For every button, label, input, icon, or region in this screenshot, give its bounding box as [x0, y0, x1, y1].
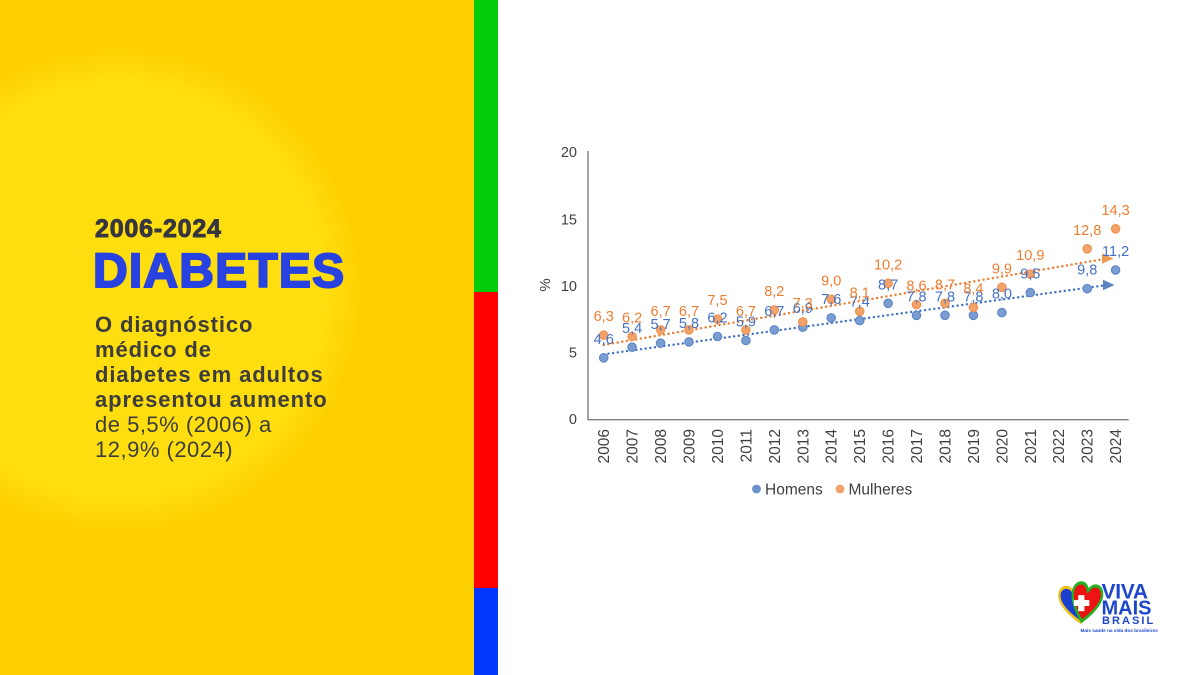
svg-text:5,8: 5,8: [679, 316, 699, 332]
svg-text:6,9: 6,9: [793, 301, 813, 317]
svg-text:2016: 2016: [881, 429, 898, 463]
svg-text:8,7: 8,7: [935, 277, 955, 293]
svg-text:8,1: 8,1: [850, 285, 870, 301]
svg-text:VIVA: VIVA: [1102, 581, 1148, 604]
svg-text:7,5: 7,5: [707, 293, 727, 309]
svg-text:5,7: 5,7: [651, 317, 671, 333]
svg-text:7,4: 7,4: [850, 295, 870, 311]
svg-text:2009: 2009: [682, 429, 699, 463]
svg-text:10,2: 10,2: [874, 257, 902, 273]
svg-text:6,7: 6,7: [651, 304, 671, 320]
svg-text:2024: 2024: [1108, 429, 1125, 464]
svg-text:2012: 2012: [767, 429, 784, 463]
svg-text:8,7: 8,7: [878, 277, 898, 293]
svg-text:8,0: 8,0: [992, 287, 1012, 303]
svg-text:Mulheres: Mulheres: [849, 482, 913, 499]
svg-text:7,8: 7,8: [963, 289, 983, 305]
svg-text:9,8: 9,8: [1077, 263, 1097, 279]
svg-text:7,6: 7,6: [821, 292, 841, 308]
svg-text:9,9: 9,9: [992, 261, 1012, 277]
svg-text:2013: 2013: [795, 429, 812, 463]
svg-text:6,2: 6,2: [622, 311, 642, 327]
svg-text:15: 15: [561, 213, 577, 229]
svg-text:BRASIL: BRASIL: [1102, 615, 1155, 627]
svg-text:20: 20: [561, 145, 577, 161]
svg-text:2015: 2015: [852, 429, 869, 463]
svg-text:6,2: 6,2: [707, 311, 727, 327]
svg-text:9,0: 9,0: [821, 273, 841, 289]
svg-text:6,3: 6,3: [594, 309, 614, 325]
svg-text:7,3: 7,3: [793, 296, 813, 312]
svg-text:10,9: 10,9: [1016, 248, 1044, 264]
svg-text:0: 0: [569, 412, 577, 428]
svg-text:5,9: 5,9: [736, 315, 756, 331]
svg-text:11,2: 11,2: [1102, 244, 1129, 260]
svg-text:2021: 2021: [1023, 429, 1040, 463]
svg-text:2006: 2006: [596, 429, 613, 463]
svg-text:2019: 2019: [966, 429, 983, 463]
svg-text:6,7: 6,7: [736, 304, 756, 320]
svg-text:Homens: Homens: [765, 482, 823, 499]
svg-text:Mais saúde na vida dos brasile: Mais saúde na vida dos brasileiros: [1081, 628, 1159, 633]
svg-text:8,2: 8,2: [764, 284, 784, 300]
svg-text:9,5: 9,5: [1020, 267, 1040, 283]
svg-text:5: 5: [569, 346, 577, 362]
svg-text:%: %: [537, 278, 554, 291]
svg-text:2018: 2018: [938, 429, 955, 463]
svg-text:2023: 2023: [1080, 429, 1097, 463]
svg-text:2010: 2010: [710, 429, 727, 464]
svg-text:2008: 2008: [653, 429, 670, 463]
svg-text:2020: 2020: [994, 429, 1011, 464]
svg-text:4,6: 4,6: [594, 332, 614, 348]
svg-text:14,3: 14,3: [1101, 203, 1129, 219]
svg-text:2022: 2022: [1051, 429, 1068, 463]
svg-text:6,7: 6,7: [764, 304, 784, 320]
svg-text:2011: 2011: [738, 429, 755, 462]
svg-text:2017: 2017: [909, 429, 926, 463]
svg-text:6,7: 6,7: [679, 304, 699, 320]
svg-text:2007: 2007: [625, 429, 642, 463]
svg-text:7,8: 7,8: [935, 289, 955, 305]
svg-text:10: 10: [561, 279, 577, 295]
svg-text:7,8: 7,8: [906, 289, 926, 305]
svg-text:8,6: 8,6: [906, 279, 926, 295]
svg-text:12,8: 12,8: [1073, 223, 1101, 239]
svg-text:8,4: 8,4: [963, 281, 983, 297]
svg-text:MAIS: MAIS: [1102, 597, 1152, 619]
svg-text:2014: 2014: [824, 429, 841, 464]
svg-text:5,4: 5,4: [622, 321, 642, 337]
